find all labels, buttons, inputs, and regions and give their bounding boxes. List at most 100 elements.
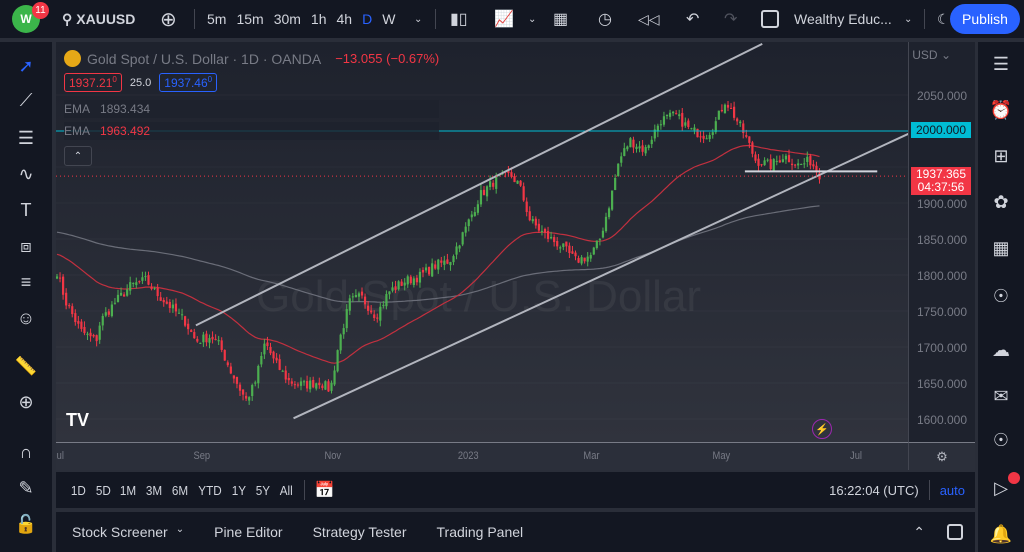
layouts-icon[interactable]: ▦ bbox=[553, 11, 569, 28]
messages-icon[interactable]: ✉ bbox=[993, 385, 1009, 406]
candle-type-icon[interactable]: ▮▯ bbox=[450, 11, 468, 28]
candle-body bbox=[199, 342, 202, 344]
spread: 25.0 bbox=[129, 76, 152, 89]
replay-icon[interactable]: ◁◁ bbox=[638, 10, 660, 27]
symbol-search[interactable]: ⚲ XAUUSD bbox=[62, 10, 136, 28]
text-icon[interactable]: T bbox=[20, 199, 32, 220]
tab-stock-screener[interactable]: Stock Screener bbox=[72, 524, 168, 540]
candle-body bbox=[443, 260, 446, 265]
range-3M[interactable]: 3M bbox=[146, 482, 163, 498]
candle-body bbox=[522, 186, 525, 201]
interval-4h[interactable]: 4h bbox=[336, 11, 353, 27]
indicators-icon[interactable]: 📈 bbox=[494, 11, 514, 28]
range-1M[interactable]: 1M bbox=[120, 482, 137, 498]
range-1Y[interactable]: 1Y bbox=[232, 482, 247, 498]
chevron-down-icon[interactable]: ⌄ bbox=[528, 13, 537, 25]
ideas-bulb-icon[interactable]: ☉ bbox=[992, 285, 1010, 306]
watermark: Gold Spot / U.S. Dollar bbox=[256, 272, 702, 321]
hotlist-flame-icon[interactable]: ✿ bbox=[993, 191, 1009, 212]
broadcast-icon[interactable]: ▷ bbox=[994, 477, 1008, 498]
calendar-icon[interactable]: ▦ bbox=[992, 237, 1010, 258]
streams-icon[interactable]: ☉ bbox=[992, 429, 1010, 450]
chevron-down-icon[interactable]: ⌄ bbox=[904, 13, 913, 25]
interval-30m[interactable]: 30m bbox=[273, 11, 301, 27]
fib-icon[interactable]: ☰ bbox=[17, 127, 35, 148]
candle-body bbox=[171, 304, 174, 309]
auto-scale-toggle[interactable]: auto bbox=[939, 482, 965, 498]
range-All[interactable]: All bbox=[279, 482, 293, 498]
collapse-panel-icon[interactable]: ⌃ bbox=[913, 523, 925, 540]
chart-pane[interactable]: Gold Spot / U.S. Dollar Gold Spot / U.S.… bbox=[56, 42, 908, 442]
candle-body bbox=[739, 121, 742, 124]
time-axis[interactable]: ul Sep Nov 2023 Mar May Jul bbox=[56, 442, 908, 470]
range-5Y[interactable]: 5Y bbox=[256, 482, 271, 498]
magnet-icon[interactable]: ∩ bbox=[19, 441, 33, 462]
ema-slow-legend[interactable]: EMA 1893.434 bbox=[64, 100, 440, 118]
tab-pine-editor[interactable]: Pine Editor bbox=[214, 524, 283, 540]
brush-icon[interactable]: ∿ bbox=[18, 163, 34, 184]
zoom-icon[interactable]: ⊕ bbox=[18, 391, 34, 412]
trend-line-icon[interactable]: ⟋ bbox=[19, 89, 33, 110]
ema-fast-legend[interactable]: EMA 1963.492 bbox=[64, 122, 440, 140]
candle-body bbox=[431, 263, 434, 277]
chevron-down-icon[interactable]: ⌄ bbox=[175, 524, 185, 535]
interval-D[interactable]: D bbox=[362, 11, 373, 27]
candle-body bbox=[354, 294, 357, 298]
interval-1h[interactable]: 1h bbox=[310, 11, 327, 27]
alert-add-icon[interactable]: ◷ bbox=[598, 11, 612, 28]
compare-add-icon[interactable]: ⊕ bbox=[160, 8, 177, 31]
interval-W[interactable]: W bbox=[382, 11, 396, 27]
lightning-icon[interactable]: ⚡ bbox=[812, 419, 832, 439]
candle-body bbox=[424, 267, 428, 271]
range-1D[interactable]: 1D bbox=[70, 482, 86, 498]
currency-selector[interactable]: USD ⌄ bbox=[912, 48, 951, 62]
forecast-icon[interactable]: ≡ bbox=[20, 271, 32, 292]
interval-5m[interactable]: 5m bbox=[207, 11, 227, 27]
candle-body bbox=[101, 315, 104, 326]
range-6M[interactable]: 6M bbox=[172, 482, 189, 498]
maximize-panel-icon[interactable] bbox=[947, 524, 963, 540]
range-YTD[interactable]: YTD bbox=[198, 482, 223, 498]
ruler-icon[interactable]: 📏 bbox=[14, 355, 38, 376]
candle-body bbox=[421, 269, 425, 273]
cursor-icon[interactable]: ➚ bbox=[18, 55, 34, 76]
buy-button[interactable]: 1937.460 bbox=[159, 73, 218, 92]
candle-body bbox=[184, 316, 187, 326]
emoji-icon[interactable]: ☺ bbox=[16, 307, 36, 328]
range-5D[interactable]: 5D bbox=[95, 482, 111, 498]
time-label: May bbox=[712, 450, 731, 462]
redo-icon[interactable]: ↷ bbox=[724, 11, 738, 28]
price-axis[interactable]: USD ⌄ 2050.000 1900.000 1850.000 1800.000 17… bbox=[908, 42, 975, 442]
alarm-clock-icon[interactable]: ⏰ bbox=[989, 99, 1013, 120]
settings-gear-icon[interactable]: ⚙ bbox=[908, 442, 975, 470]
tab-trading-panel[interactable]: Trading Panel bbox=[436, 524, 524, 540]
bell-icon[interactable]: 🔔 bbox=[989, 523, 1013, 544]
lock-drawings-icon[interactable]: ✎ bbox=[18, 477, 34, 498]
undo-icon[interactable]: ↶ bbox=[686, 11, 700, 28]
sell-button[interactable]: 1937.210 bbox=[64, 73, 122, 92]
pattern-icon[interactable]: ⧈ bbox=[20, 235, 32, 256]
search-icon: ⚲ bbox=[62, 10, 73, 27]
clock[interactable]: 16:22:04 (UTC) bbox=[829, 482, 919, 498]
candle-body bbox=[321, 385, 324, 389]
publish-button[interactable]: Publish bbox=[950, 4, 1020, 34]
interval-15m[interactable]: 15m bbox=[236, 11, 264, 27]
fullscreen-box-icon[interactable] bbox=[761, 0, 779, 38]
candle-body bbox=[412, 278, 415, 285]
goto-date-icon[interactable]: 📅 bbox=[314, 482, 335, 499]
watchlist-icon[interactable]: ☰ bbox=[992, 53, 1010, 74]
candle-body bbox=[729, 108, 733, 110]
candle-body bbox=[336, 350, 339, 372]
collapse-legend-button[interactable]: ⌃ bbox=[64, 146, 92, 166]
unlock-icon[interactable]: 🔓 bbox=[14, 513, 38, 534]
chat-cloud-icon[interactable]: ☁ bbox=[992, 339, 1010, 360]
candle-body bbox=[583, 257, 586, 262]
price-label: 1650.000 bbox=[916, 377, 967, 391]
candle-body bbox=[525, 201, 528, 213]
interval-dropdown-icon[interactable]: ⌄ bbox=[414, 13, 423, 25]
theme-icon[interactable]: ☾ bbox=[937, 10, 950, 27]
candle-body bbox=[153, 288, 156, 290]
layout-name[interactable]: Wealthy Educ... bbox=[794, 11, 892, 27]
add-list-icon[interactable]: ⊞ bbox=[993, 145, 1009, 166]
tab-strategy-tester[interactable]: Strategy Tester bbox=[312, 524, 407, 540]
